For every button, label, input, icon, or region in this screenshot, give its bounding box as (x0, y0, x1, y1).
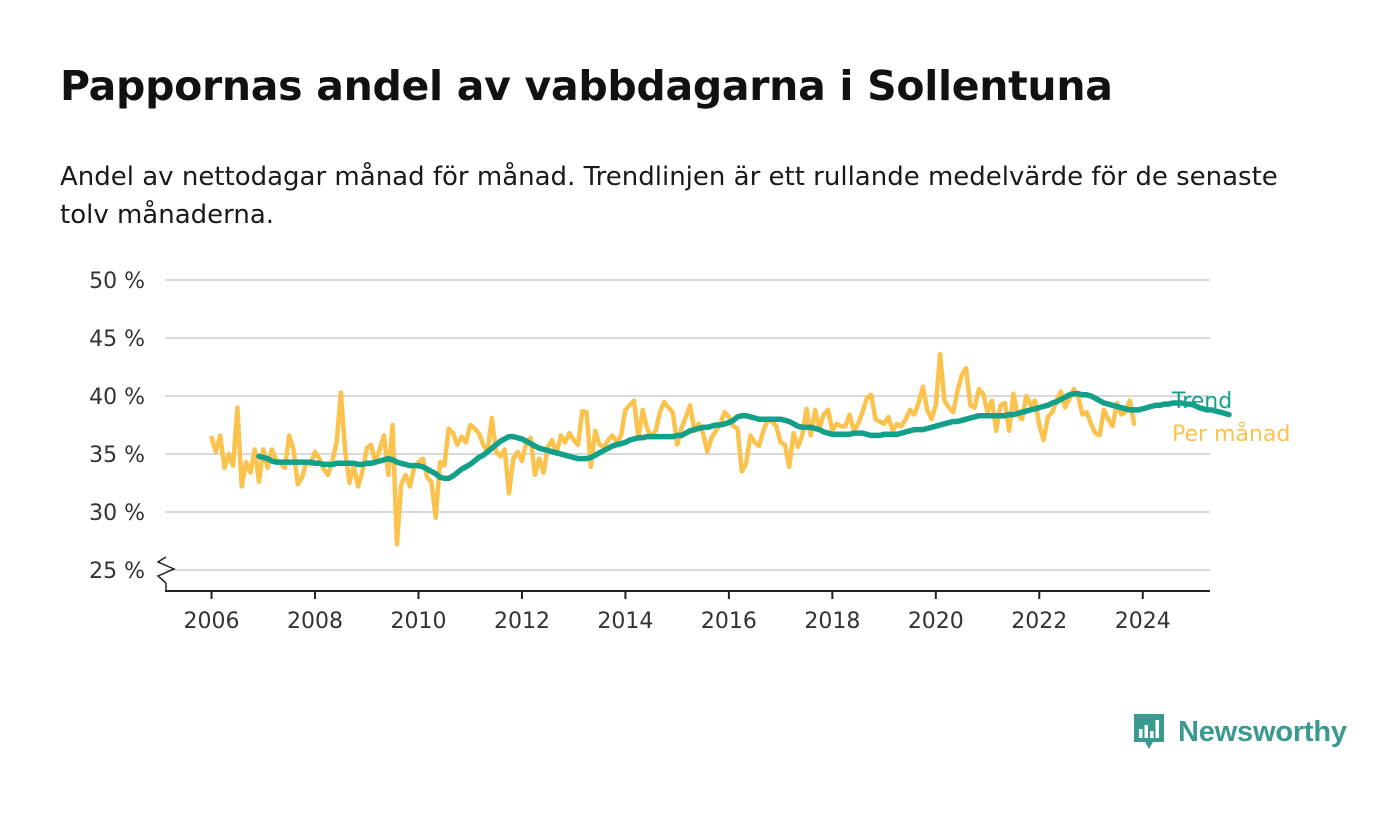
legend: Trend Per månad (1171, 389, 1290, 447)
chart-title: Pappornas andel av vabbdagarna i Sollent… (60, 62, 1113, 110)
legend-label-per-manad: Per månad (1172, 421, 1290, 447)
x-tick-label: 2010 (390, 609, 446, 634)
x-tick-label: 2006 (184, 609, 240, 634)
x-tick-label: 2008 (287, 609, 343, 634)
series-line-per-manad (209, 351, 1137, 547)
x-tick-label: 2024 (1115, 609, 1171, 634)
x-tick-label: 2018 (804, 609, 860, 634)
y-tick-label: 45 % (89, 327, 145, 352)
x-axis: 2006 2008 2010 2012 2014 2016 2018 2020 2022 2024 (165, 590, 1210, 634)
x-tick-label: 2016 (701, 609, 757, 634)
y-axis: 25 % 30 % 35 % 40 % 45 % 50 % (89, 269, 176, 591)
axis-break-icon (156, 556, 176, 584)
gridlines (165, 279, 1210, 571)
x-tick-label: 2020 (908, 609, 964, 634)
x-tick-label: 2012 (494, 609, 550, 634)
x-tick-label: 2014 (597, 609, 653, 634)
y-tick-label: 40 % (89, 385, 145, 410)
newsworthy-brand[interactable]: Newsworthy (1132, 712, 1347, 752)
brand-name: Newsworthy (1178, 715, 1347, 748)
y-tick-label: 25 % (89, 559, 145, 584)
legend-label-trend: Trend (1171, 389, 1232, 414)
x-tick-label: 2022 (1011, 609, 1067, 634)
data-series (209, 351, 1232, 547)
y-tick-label: 50 % (89, 269, 145, 294)
y-tick-label: 35 % (89, 443, 145, 468)
y-tick-label: 30 % (89, 501, 145, 526)
series-line-trend (256, 390, 1232, 482)
newsworthy-logo-icon (1134, 714, 1164, 749)
chart-subtitle: Andel av nettodagar månad för månad. Tre… (60, 162, 1278, 230)
